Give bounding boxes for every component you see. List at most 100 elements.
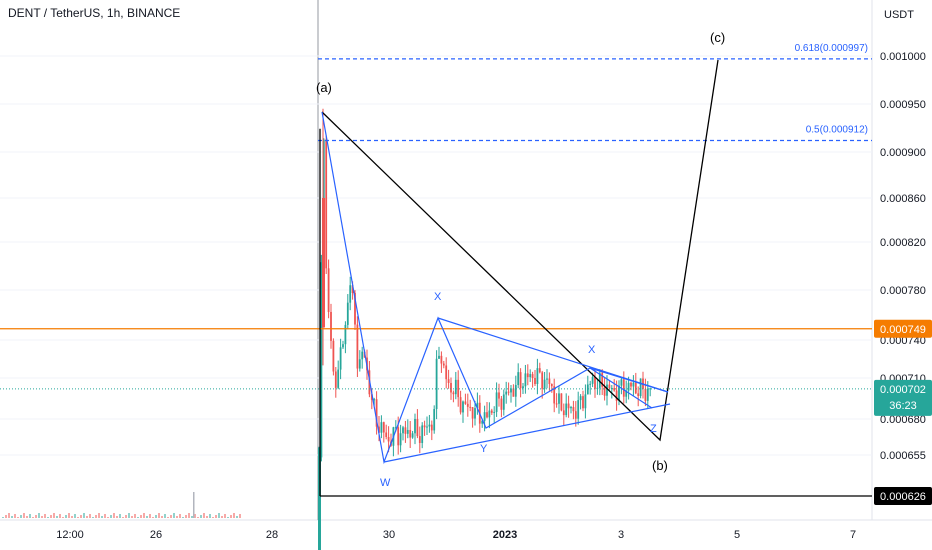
candle-body: [471, 407, 474, 419]
candle-body: [565, 403, 568, 416]
candle-body: [584, 394, 587, 409]
candle-body: [327, 268, 330, 312]
candle-body: [418, 436, 421, 444]
impulse-candle: [318, 447, 321, 550]
candle-body: [332, 340, 335, 372]
candle-body: [430, 424, 433, 431]
candle-body: [507, 391, 510, 393]
symbol-title[interactable]: DENT / TetherUS, 1h, BINANCE: [8, 6, 181, 20]
candle-body: [344, 324, 347, 345]
candle-body: [514, 385, 517, 397]
candle-body: [378, 426, 380, 433]
volume-bar: [74, 514, 76, 518]
candle-body: [406, 429, 409, 434]
candle-body: [534, 377, 536, 385]
volume-bar: [89, 514, 91, 518]
wave-label-w: W: [380, 477, 391, 489]
volume-bar: [155, 515, 157, 518]
candle-body: [342, 344, 344, 348]
candle-body: [606, 384, 608, 396]
candle-body: [445, 365, 448, 380]
candle-body: [531, 374, 534, 378]
candles-layer: [318, 108, 652, 550]
volume-bar: [35, 515, 37, 518]
candle-body: [337, 369, 340, 388]
candle-body: [548, 378, 551, 385]
grid-lines: [0, 55, 872, 456]
wave-label-y: Y: [480, 443, 488, 455]
volume-bar: [194, 514, 196, 518]
candle-body: [346, 302, 349, 325]
wave-label-a: (a): [316, 80, 332, 95]
volume-bar: [68, 513, 70, 518]
candle-body: [488, 410, 491, 418]
price-axis[interactable]: 0.001000 0.000950 0.000900 0.000860 0.000820…: [880, 51, 926, 462]
volume-bar: [110, 515, 112, 518]
volume-bar: [44, 514, 46, 518]
candle-body: [598, 372, 601, 388]
candle-body: [382, 422, 385, 433]
candle-body: [589, 383, 592, 385]
candle-body: [596, 387, 599, 389]
badge-749: [874, 319, 932, 338]
candle-body: [562, 410, 565, 416]
candle-body: [524, 373, 527, 387]
candle-body: [495, 392, 498, 412]
candle-body: [553, 386, 556, 404]
volume-bar: [8, 513, 10, 518]
candle-body: [558, 393, 560, 404]
candle-body: [526, 373, 529, 378]
volume-bar: [215, 515, 217, 518]
candle-body: [586, 384, 589, 395]
price-tick-label: 0.000900: [880, 147, 926, 159]
price-tick-label: 0.000860: [880, 193, 926, 205]
candle-body: [394, 427, 397, 429]
candle-body: [570, 407, 572, 409]
candle-body: [505, 391, 508, 395]
volume-bar: [14, 514, 16, 518]
candle-body: [536, 368, 539, 385]
fib-level-label: 0.5(0.000912): [806, 124, 868, 135]
volume-bar: [239, 514, 241, 518]
candle-body: [426, 426, 428, 428]
candle-body: [486, 412, 488, 418]
candle-body: [442, 363, 445, 366]
candle-body: [459, 397, 462, 413]
time-tick-label: 3: [618, 529, 624, 541]
candle-body: [517, 372, 520, 386]
candle-body: [582, 396, 584, 409]
candle-body: [639, 378, 642, 397]
candle-body: [457, 379, 460, 398]
candle-body: [454, 379, 457, 395]
volume-bar: [122, 517, 124, 518]
candle-body: [411, 433, 414, 438]
candle-body: [615, 390, 618, 401]
candle-body: [435, 358, 438, 410]
volume-bar: [65, 515, 67, 518]
candle-body: [538, 368, 541, 373]
volume-bar: [101, 516, 103, 518]
candle-body: [438, 355, 440, 359]
volume-bar: [11, 516, 13, 518]
candle-body: [450, 382, 452, 393]
volume-bar: [107, 517, 109, 518]
volume-bar: [119, 514, 121, 518]
time-axis[interactable]: 12:00 26 28 30 2023 3 5 7: [56, 529, 856, 541]
candle-body: [502, 394, 505, 410]
candle-body: [625, 390, 628, 397]
candle-body: [577, 400, 580, 419]
candle-body: [579, 396, 582, 401]
candle-body: [519, 372, 522, 389]
time-tick-label: 30: [383, 529, 395, 541]
volume-bar: [131, 516, 133, 518]
volume-bar: [128, 513, 130, 518]
volume-bar: [176, 516, 178, 518]
time-tick-label: 26: [150, 529, 162, 541]
candle-body: [397, 427, 400, 446]
volume-bar: [197, 517, 199, 518]
candle-body: [421, 425, 424, 444]
candle-body: [500, 398, 503, 410]
volume-bar: [113, 513, 115, 518]
drawings-layer[interactable]: 0.618(0.000997) 0.5(0.000912) (a) (b) (c) W X Y…: [0, 30, 872, 497]
